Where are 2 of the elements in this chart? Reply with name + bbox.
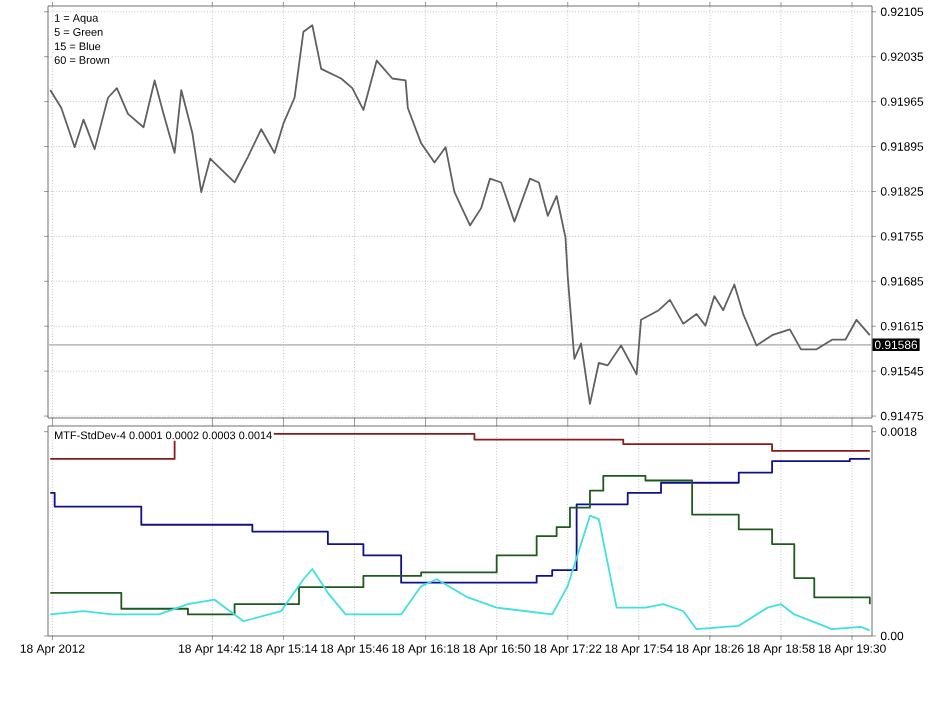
line-series (49, 24, 871, 405)
line-series (49, 514, 871, 632)
